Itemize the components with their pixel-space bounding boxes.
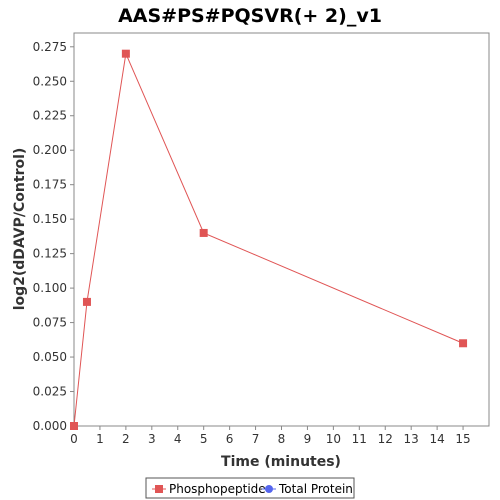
data-point: [82, 297, 91, 306]
x-tick-label: 15: [455, 432, 470, 446]
legend-label: Total Protein: [278, 482, 353, 496]
x-axis: 0 1 2 3 4 5 6 7 8 9 10 11 12 13 14 15: [70, 426, 471, 446]
y-axis: 0.000 0.025 0.050 0.075 0.100 0.125 0.150 0.175…: [33, 40, 74, 433]
x-tick-label: 4: [174, 432, 182, 446]
legend-square-marker-icon: [155, 485, 163, 493]
y-tick-label: 0.225: [33, 109, 67, 123]
data-point: [199, 228, 208, 237]
y-tick-label: 0.250: [33, 74, 67, 88]
y-tick-label: 0.150: [33, 212, 67, 226]
x-tick-label: 10: [326, 432, 341, 446]
x-tick-label: 11: [352, 432, 367, 446]
x-tick-label: 2: [122, 432, 130, 446]
y-tick-label: 0.100: [33, 281, 67, 295]
x-tick-label: 13: [404, 432, 419, 446]
series-layer: [70, 49, 468, 430]
y-tick-label: 0.200: [33, 143, 67, 157]
x-tick-label: 8: [278, 432, 286, 446]
legend-box: [145, 477, 355, 499]
legend-circle-marker-icon: [265, 485, 273, 493]
y-tick-label: 0.175: [33, 178, 67, 192]
y-tick-label: 0.050: [33, 350, 67, 364]
y-tick-label: 0.000: [33, 419, 67, 433]
x-tick-label: 9: [304, 432, 312, 446]
chart-title: AAS#PS#PQSVR(+ 2)_v1: [118, 5, 382, 27]
x-tick-label: 12: [378, 432, 393, 446]
x-tick-label: 1: [96, 432, 104, 446]
plot-area: [73, 32, 490, 427]
x-tick-label: 0: [70, 432, 78, 446]
y-axis-label: log2(dDAVP/Control): [12, 148, 28, 311]
y-tick-label: 0.125: [33, 247, 67, 261]
x-tick-label: 3: [148, 432, 156, 446]
x-tick-label: 7: [252, 432, 260, 446]
data-point: [459, 339, 468, 348]
x-tick-label: 14: [429, 432, 444, 446]
x-tick-label: 5: [200, 432, 208, 446]
legend: Phosphopeptide Total Protein: [145, 477, 355, 499]
y-tick-label: 0.075: [33, 316, 67, 330]
y-tick-label: 0.025: [33, 385, 67, 399]
y-tick-label: 0.275: [33, 40, 67, 54]
x-tick-label: 6: [226, 432, 234, 446]
legend-label: Phosphopeptide: [169, 482, 266, 496]
data-point: [70, 422, 78, 430]
data-point: [121, 49, 130, 58]
x-axis-label: Time (minutes): [221, 454, 341, 470]
